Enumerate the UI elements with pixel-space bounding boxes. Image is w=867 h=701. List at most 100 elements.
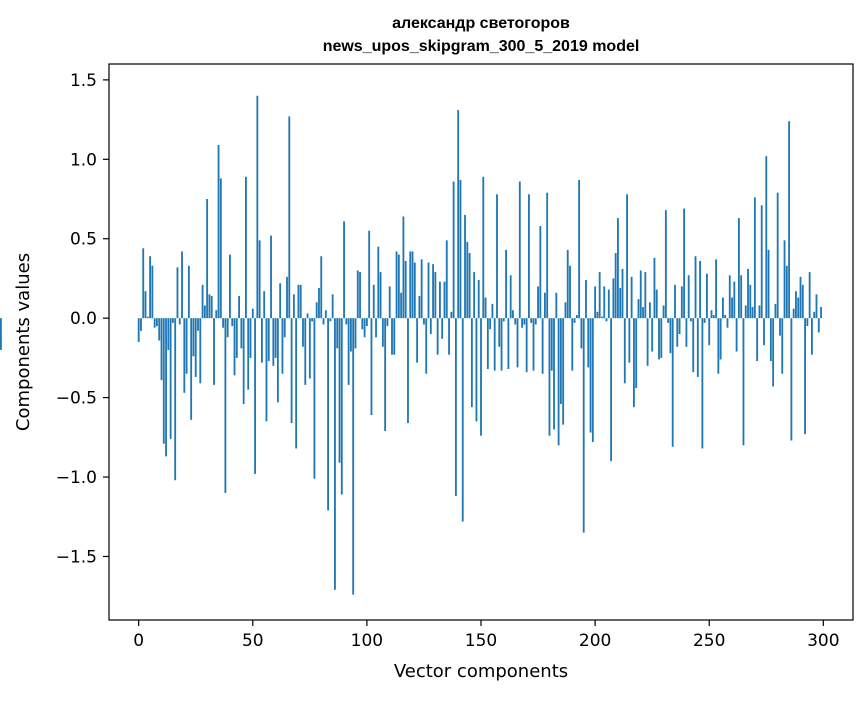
bar [735,318,738,352]
bar [744,305,747,319]
bar [361,318,364,330]
chart-subtitle: news_upos_skipgram_300_5_2019 model [323,38,640,55]
bar [687,275,690,319]
bar [329,318,332,322]
bar [676,318,679,347]
bar [306,313,309,319]
bar [354,318,357,349]
bar [617,218,619,319]
bar [251,308,254,319]
bar [703,318,706,323]
bar [521,318,523,328]
bar [733,281,736,319]
bar [144,291,147,319]
bar [208,294,211,319]
bar [653,257,656,319]
bar [690,318,692,322]
bar [708,318,711,346]
bar [213,318,215,385]
bar [384,318,387,431]
bar [322,318,325,325]
bar [623,318,626,384]
y-axis-ticks: −1.5 −1.0 −0.5 0.0 0.5 1.0 1.5 [56,71,109,567]
bar [539,226,542,319]
bar [457,110,460,319]
bar [334,318,336,590]
bar [772,318,775,387]
bar [603,286,606,319]
bar [295,318,298,449]
bar [557,318,560,446]
bar [420,259,423,319]
bar [534,318,537,325]
bar [523,318,526,325]
bar [183,318,186,393]
bar [566,249,569,319]
bar [181,251,183,319]
bar [731,297,733,319]
bar [594,286,597,319]
bar [749,284,752,319]
bar [276,318,279,403]
x-axis-ticks: 0 50 100 150 200 250 300 [133,620,840,651]
bar [302,318,304,347]
bar [432,264,434,319]
bar [247,318,250,390]
bar [343,221,345,319]
plot-frame [108,63,854,621]
bar [493,318,496,371]
bar [222,318,225,328]
bars-group [0,95,822,595]
bar [318,287,320,319]
bar [350,318,352,352]
bar [726,318,729,328]
bar [381,318,384,347]
bar [774,303,777,319]
bar [630,276,633,319]
bar [769,318,772,362]
bar [537,286,539,319]
bar [637,299,640,319]
bar [217,145,220,319]
bar [633,318,635,408]
bar [210,295,213,319]
bar [664,210,667,319]
bar [352,318,355,595]
bar [580,318,583,349]
bar [589,318,592,433]
bar [178,318,181,325]
y-tick-label: −0.5 [56,389,97,409]
bar [379,272,382,319]
bar [591,318,594,443]
bar [612,278,615,319]
bar [719,318,722,360]
y-tick-label: −1.5 [56,547,97,567]
bar [660,318,663,358]
bar [436,318,439,355]
x-tick-label: 150 [465,631,497,651]
bar [815,294,818,319]
bar [407,318,409,424]
bar [811,318,813,355]
bar [498,318,501,347]
bar [137,318,140,342]
bar [505,249,508,319]
bar [496,194,498,319]
bar [174,318,177,481]
bar [320,256,323,319]
bar [345,318,348,325]
bar [391,318,393,355]
bar [245,176,247,319]
bar [605,318,608,322]
bar [781,318,784,374]
bar [699,260,702,319]
bar [635,318,638,389]
bar [194,318,197,377]
bar [543,292,546,319]
bar [409,251,412,319]
bar [518,181,521,319]
bar [169,318,172,439]
bar [674,284,676,319]
bar [226,318,229,338]
